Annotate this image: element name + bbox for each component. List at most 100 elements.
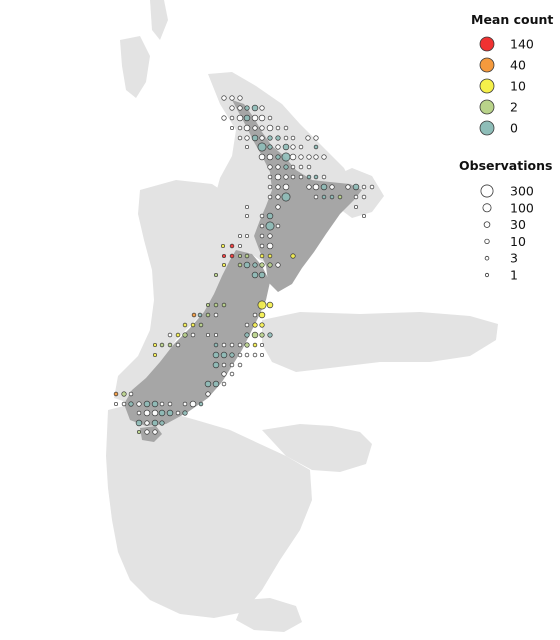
- observation-circle: [191, 312, 197, 318]
- observation-circle: [266, 301, 274, 309]
- observation-circle: [275, 184, 281, 190]
- observation-circle: [306, 174, 312, 180]
- observation-circle: [229, 243, 235, 249]
- observation-circle: [237, 105, 243, 111]
- observation-circle: [361, 213, 367, 219]
- observation-circle: [136, 429, 142, 435]
- observation-circle: [267, 144, 273, 150]
- observation-circle: [259, 223, 265, 229]
- observation-circle: [229, 253, 235, 259]
- observation-circle: [320, 183, 328, 191]
- observation-circle: [198, 322, 204, 328]
- observation-circle: [290, 174, 296, 180]
- observation-circle: [267, 332, 273, 338]
- observation-circle: [221, 342, 227, 348]
- legend-mean-count-swatch: [479, 36, 495, 52]
- observation-circle: [275, 144, 281, 150]
- legend-observations-title: Observations: [459, 158, 552, 173]
- observation-circle: [229, 125, 235, 131]
- legend-observations-label: 30: [510, 217, 526, 232]
- observation-circle: [167, 401, 173, 407]
- observation-circle: [128, 401, 134, 407]
- observation-circle: [229, 115, 235, 121]
- observation-circle: [251, 104, 259, 112]
- observation-circle: [221, 253, 227, 259]
- observation-circle: [321, 154, 327, 160]
- observation-circle: [167, 332, 173, 338]
- observation-circle: [143, 400, 151, 408]
- observation-circle: [212, 351, 220, 359]
- observation-circle: [229, 95, 235, 101]
- legend-mean-count-swatch: [479, 99, 495, 115]
- observation-circle: [282, 183, 290, 191]
- observation-circle: [290, 164, 296, 170]
- observation-circle: [198, 401, 204, 407]
- observation-circle: [182, 401, 188, 407]
- observation-circle: [243, 114, 251, 122]
- observation-circle: [167, 342, 173, 348]
- observation-circle: [205, 302, 211, 308]
- observation-circle: [337, 194, 343, 200]
- legend-mean-count-label: 40: [510, 58, 526, 73]
- observation-circle: [244, 105, 250, 111]
- legend-observations-label: 1: [510, 268, 518, 283]
- observation-circle: [244, 342, 250, 348]
- legend-mean-count-label: 0: [510, 121, 518, 136]
- observation-circle: [229, 362, 235, 368]
- observation-circle: [275, 262, 281, 268]
- observation-circle: [257, 300, 267, 310]
- observation-circle: [289, 153, 297, 161]
- observation-circle: [152, 342, 158, 348]
- observation-circle: [251, 271, 259, 279]
- observation-circle: [252, 125, 258, 131]
- observation-circle: [152, 352, 158, 358]
- observation-circle: [237, 233, 243, 239]
- observation-circle: [258, 311, 266, 319]
- observation-circle: [283, 174, 289, 180]
- observation-circle: [265, 221, 275, 231]
- observation-circle: [252, 312, 258, 318]
- observation-circle: [298, 144, 304, 150]
- shelf-lord-howe: [120, 36, 150, 98]
- observation-circle: [229, 352, 235, 358]
- observation-circle: [321, 194, 327, 200]
- observation-circle: [221, 362, 227, 368]
- legend-mean-count-label: 10: [510, 79, 526, 94]
- observation-circle: [229, 342, 235, 348]
- observation-circle: [136, 401, 142, 407]
- observation-circle: [257, 142, 267, 152]
- observation-circle: [166, 409, 174, 417]
- observation-circle: [212, 380, 220, 388]
- observation-circle: [353, 194, 359, 200]
- observation-circle: [267, 194, 273, 200]
- legend-observations-swatch: [480, 184, 494, 198]
- observation-circle: [221, 115, 227, 121]
- observation-circle: [267, 164, 273, 170]
- legend-mean-count-swatch: [479, 57, 495, 73]
- observation-circle: [290, 253, 296, 259]
- observation-circle: [274, 173, 282, 181]
- shelf-challenger-plateau: [114, 180, 250, 404]
- legend-mean-count-swatch: [479, 120, 495, 136]
- observation-circle: [221, 381, 227, 387]
- observation-circle: [244, 352, 250, 358]
- south-island: [124, 250, 270, 426]
- observation-circle: [252, 322, 258, 328]
- observation-circle: [267, 135, 273, 141]
- observation-circle: [197, 312, 203, 318]
- observation-circle: [259, 243, 265, 249]
- observation-circle: [237, 362, 243, 368]
- observation-circle: [244, 253, 250, 259]
- observation-circle: [290, 144, 296, 150]
- observation-circle: [221, 302, 227, 308]
- observation-circle: [267, 115, 273, 121]
- observation-circle: [313, 144, 319, 150]
- observation-circle: [244, 204, 250, 210]
- observation-circle: [151, 400, 159, 408]
- observation-circle: [243, 124, 251, 132]
- shelf-norfolk: [150, 0, 168, 40]
- observation-circle: [151, 409, 159, 417]
- observation-circle: [251, 114, 259, 122]
- observation-circle: [221, 371, 227, 377]
- observation-circle: [221, 262, 227, 268]
